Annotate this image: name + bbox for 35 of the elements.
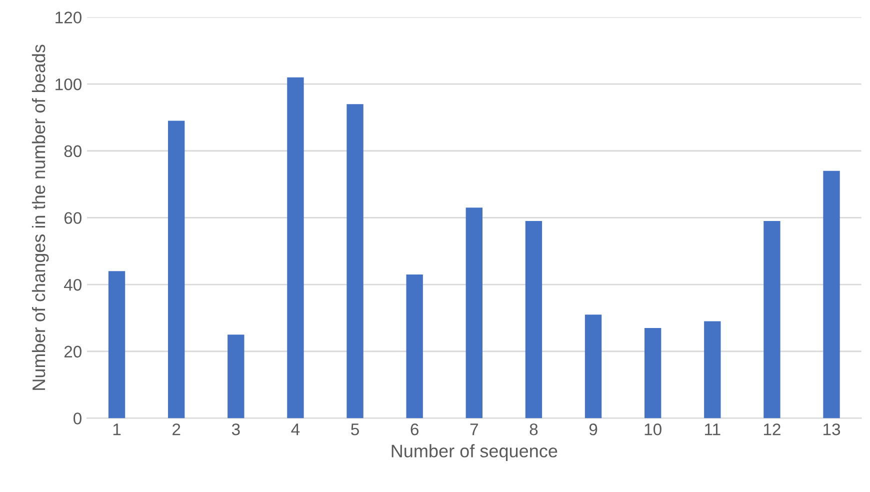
bar bbox=[228, 334, 244, 418]
bar bbox=[406, 274, 423, 418]
bar bbox=[466, 208, 482, 418]
x-tick-label: 4 bbox=[291, 424, 300, 436]
x-tick-label: 7 bbox=[470, 424, 478, 436]
bar bbox=[525, 221, 542, 418]
bar bbox=[168, 120, 185, 418]
x-tick-label: 13 bbox=[824, 424, 840, 436]
y-tick-label: 100 bbox=[56, 78, 82, 90]
y-tick-label: 80 bbox=[64, 145, 82, 158]
y-tick-label: 0 bbox=[74, 412, 82, 424]
x-tick-label: 1 bbox=[113, 424, 121, 436]
bar bbox=[108, 271, 126, 418]
bar bbox=[704, 321, 721, 418]
x-tick-label: 8 bbox=[530, 424, 538, 436]
x-tick-label: 5 bbox=[351, 424, 359, 436]
bar bbox=[287, 77, 304, 418]
x-tick-label: 12 bbox=[764, 424, 780, 436]
bar bbox=[346, 104, 364, 418]
y-tick-label: 40 bbox=[64, 278, 82, 291]
y-axis-title: Number of changes in the number of beads bbox=[32, 44, 49, 390]
bar bbox=[644, 328, 662, 418]
x-axis-title: Number of sequence bbox=[392, 444, 558, 461]
bar bbox=[764, 221, 780, 418]
bar bbox=[584, 314, 602, 418]
x-tick-label: 11 bbox=[705, 424, 720, 436]
bar bbox=[823, 170, 840, 418]
x-tick-label: 2 bbox=[172, 424, 180, 436]
x-tick-label: 10 bbox=[644, 424, 662, 436]
x-tick-label: 3 bbox=[232, 424, 240, 436]
x-tick-label: 6 bbox=[410, 424, 418, 436]
y-tick-label: 20 bbox=[64, 346, 82, 358]
x-tick-label: 9 bbox=[589, 424, 598, 436]
y-tick-label: 60 bbox=[64, 212, 82, 224]
y-tick-label: 120 bbox=[56, 12, 82, 24]
